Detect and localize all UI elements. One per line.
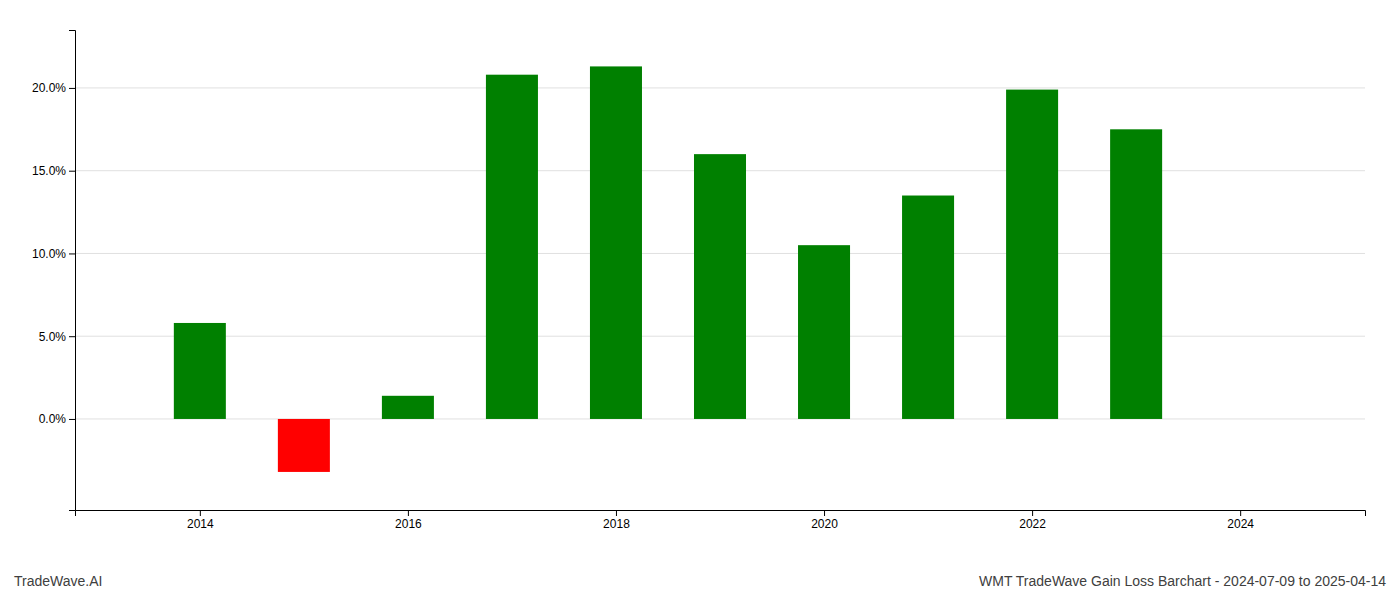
tick-mark: [69, 253, 75, 254]
tick-label: 2022: [1019, 517, 1046, 531]
tick-mark: [1032, 510, 1033, 516]
tick-label: 2014: [187, 517, 214, 531]
title: WMT TradeWave Gain Loss Barchart - 2024-…: [979, 573, 1386, 589]
x-axis-line: [76, 511, 1366, 517]
tick: 2016: [395, 510, 422, 531]
tick: 10.0%: [32, 247, 75, 261]
grid: [75, 88, 1365, 419]
bar: [486, 75, 538, 419]
bar: [1006, 90, 1058, 419]
tick-label: 2024: [1227, 517, 1254, 531]
tick-mark: [69, 419, 75, 420]
tick-mark: [69, 88, 75, 89]
tick-label: 2016: [395, 517, 422, 531]
watermark: TradeWave.AI: [14, 573, 102, 589]
tick-label: 0.0%: [39, 412, 67, 426]
tick-label: 15.0%: [32, 164, 66, 178]
tick: 2020: [811, 510, 838, 531]
x-axis: 2014 2016 2018 2020 2022 2024: [76, 510, 1366, 531]
tick: 2022: [1019, 510, 1046, 531]
y-axis-line: [69, 31, 76, 511]
tick-mark: [408, 510, 409, 516]
tick-label: 5.0%: [39, 330, 67, 344]
bar: [382, 396, 434, 419]
tick-mark: [616, 510, 617, 516]
tick: 2024: [1227, 510, 1254, 531]
tick: 2018: [603, 510, 630, 531]
plot-area: [174, 66, 1162, 472]
grid-line: [75, 87, 1365, 88]
tick-mark: [824, 510, 825, 516]
tick: 0.0%: [39, 412, 75, 426]
bar: [174, 323, 226, 419]
chart: 2014 2016 2018 2020 2022 2024 0.0% 5.0% 10.0% 15.…: [0, 0, 1400, 600]
y-axis: 0.0% 5.0% 10.0% 15.0% 20.0%: [32, 31, 76, 511]
tick-label: 2018: [603, 517, 630, 531]
tick-mark: [69, 336, 75, 337]
tick: 15.0%: [32, 164, 75, 178]
tick-mark: [69, 171, 75, 172]
tick: 2014: [187, 510, 214, 531]
tick-label: 10.0%: [32, 247, 66, 261]
tick-mark: [200, 510, 201, 516]
bar: [1110, 129, 1162, 419]
tick-label: 20.0%: [32, 81, 66, 95]
bar: [798, 245, 850, 419]
tick-mark: [1240, 510, 1241, 516]
tick: 5.0%: [39, 330, 75, 344]
bar: [902, 196, 954, 419]
tick-label: 2020: [811, 517, 838, 531]
bar: [278, 419, 330, 472]
tick: 20.0%: [32, 81, 75, 95]
bar: [694, 154, 746, 419]
bar: [590, 66, 642, 419]
